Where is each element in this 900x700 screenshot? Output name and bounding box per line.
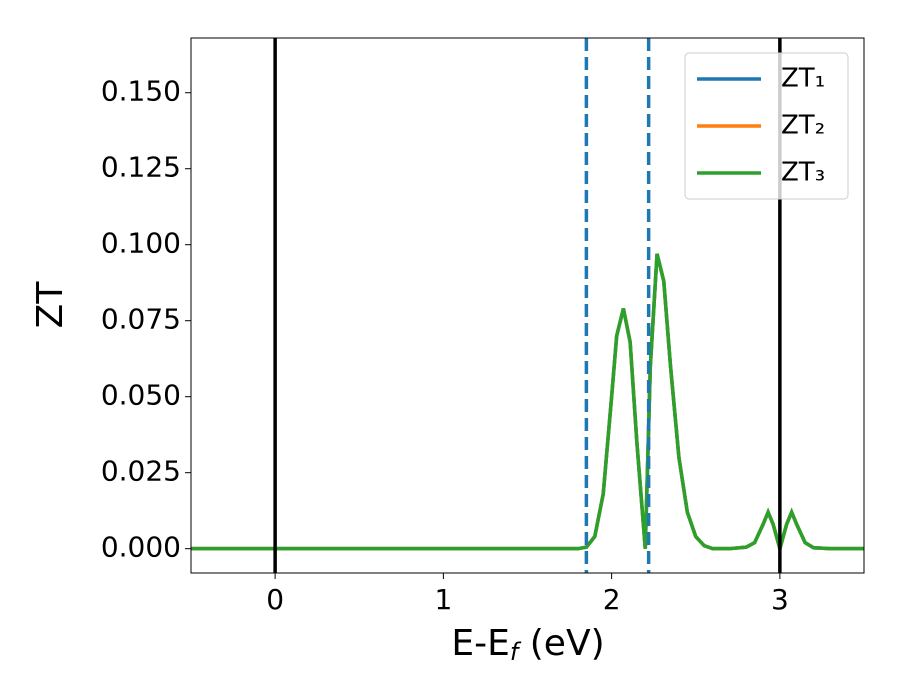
legend-box [684,52,849,200]
legend-label: ZT₁ [781,64,825,94]
y-tick-label: 0.150 [101,75,181,108]
series-line [191,253,864,556]
y-tick-label: 0.000 [101,531,181,564]
series-line [191,253,864,556]
y-tick-label: 0.100 [101,227,181,260]
y-tick-label: 0.050 [101,379,181,412]
y-tick-label: 0.125 [101,151,181,184]
y-axis-label: ZT [30,281,71,329]
x-axis-label: E-Ef (eV) [451,623,604,666]
y-tick-label: 0.075 [101,303,181,336]
legend-label: ZT₃ [781,158,825,188]
series-line [191,253,864,556]
y-tick-label: 0.025 [101,455,181,488]
plot-frame [190,37,865,574]
x-tick-label: 0 [266,583,284,616]
x-tick-label: 3 [771,583,789,616]
legend-label: ZT₂ [781,111,825,141]
x-tick-label: 2 [603,583,621,616]
x-tick-label: 1 [434,583,452,616]
